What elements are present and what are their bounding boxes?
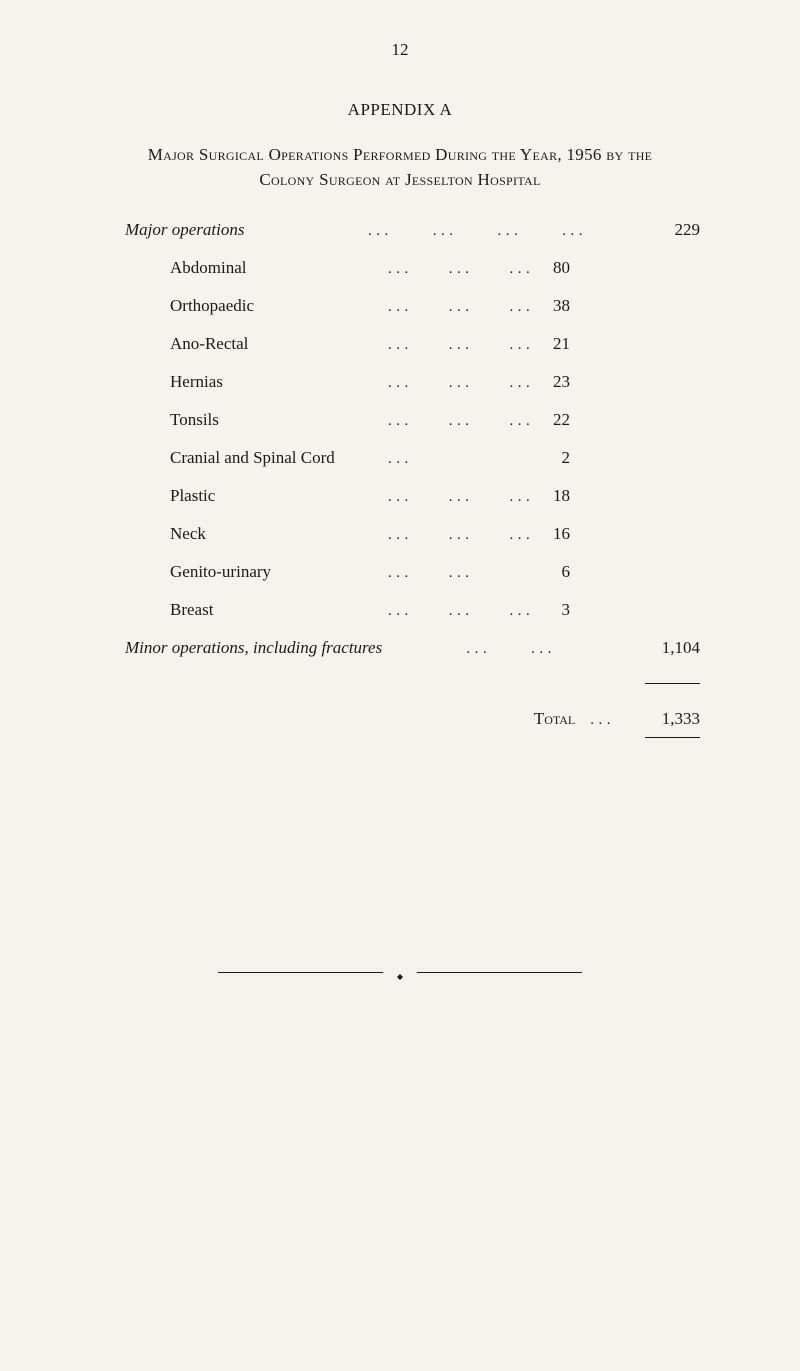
operation-item-row: Orthopaedic.........38 — [170, 296, 710, 316]
divider-line — [645, 737, 700, 738]
operation-item-label: Abdominal — [170, 258, 370, 278]
leader-dots: ... ... — [382, 640, 640, 658]
operation-item-value: 21 — [552, 334, 570, 354]
major-operations-total: 229 — [650, 220, 710, 240]
operation-item-row: Plastic.........18 — [170, 486, 710, 506]
leader-dots: ......... — [370, 602, 552, 620]
ornament-line-right — [417, 972, 582, 973]
leader-dots: ......... — [370, 526, 552, 544]
operation-item-value: 2 — [520, 448, 570, 468]
main-title-line1: Major Surgical Operations Performed Duri… — [90, 145, 710, 165]
leader-dots: ......... — [370, 336, 552, 354]
leader-dots: ... — [370, 450, 520, 468]
ornament-icon — [385, 968, 415, 976]
operation-item-value: 22 — [552, 410, 570, 430]
minor-operations-label: Minor operations, including fractures — [125, 638, 382, 658]
operation-item-label: Plastic — [170, 486, 370, 506]
leader-dots: ......... — [370, 374, 552, 392]
main-title-line2: Colony Surgeon at Jesselton Hospital — [90, 170, 710, 190]
operation-item-value: 80 — [552, 258, 570, 278]
leader-dots: ...... — [370, 564, 520, 582]
operation-item-row: Cranial and Spinal Cord...2 — [170, 448, 710, 468]
operation-item-label: Tonsils — [170, 410, 370, 430]
operation-item-row: Hernias.........23 — [170, 372, 710, 392]
leader-dots: ... ... ... ... — [305, 222, 650, 240]
minor-operations-row: Minor operations, including fractures ..… — [125, 638, 710, 658]
leader-dots: ......... — [370, 260, 552, 278]
operation-item-label: Ano-Rectal — [170, 334, 370, 354]
operation-item-row: Abdominal.........80 — [170, 258, 710, 278]
operation-item-value: 23 — [552, 372, 570, 392]
operation-item-value: 3 — [552, 600, 570, 620]
operation-item-label: Neck — [170, 524, 370, 544]
operation-item-value: 6 — [520, 562, 570, 582]
appendix-title: APPENDIX A — [90, 100, 710, 120]
leader-dots: ......... — [370, 298, 552, 316]
major-operations-label: Major operations — [125, 220, 305, 240]
operation-item-row: Ano-Rectal.........21 — [170, 334, 710, 354]
operation-item-label: Orthopaedic — [170, 296, 370, 316]
operation-item-label: Hernias — [170, 372, 370, 392]
leader-dots: ... — [590, 712, 615, 729]
leader-dots: ......... — [370, 488, 552, 506]
grand-total-row: Total ... 1,333 — [90, 709, 710, 729]
operation-item-label: Breast — [170, 600, 370, 620]
ornament-divider — [90, 968, 710, 976]
operation-item-label: Genito-urinary — [170, 562, 370, 582]
grand-total-value: 1,333 — [640, 709, 710, 729]
operation-item-value: 18 — [552, 486, 570, 506]
operation-item-row: Neck.........16 — [170, 524, 710, 544]
operation-item-row: Tonsils.........22 — [170, 410, 710, 430]
page-number: 12 — [90, 40, 710, 60]
divider-line — [645, 683, 700, 684]
operation-item-value: 16 — [552, 524, 570, 544]
ornament-line-left — [218, 972, 383, 973]
minor-operations-total: 1,104 — [640, 638, 710, 658]
operation-item-row: Breast.........3 — [170, 600, 710, 620]
operation-item-label: Cranial and Spinal Cord — [170, 448, 370, 468]
leader-dots: ......... — [370, 412, 552, 430]
major-operations-row: Major operations ... ... ... ... 229 — [125, 220, 710, 240]
grand-total-label: Total — [534, 709, 575, 729]
operation-item-row: Genito-urinary......6 — [170, 562, 710, 582]
operation-item-value: 38 — [552, 296, 570, 316]
